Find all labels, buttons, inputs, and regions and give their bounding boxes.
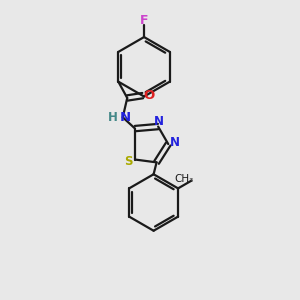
Text: H: H (108, 111, 118, 124)
Text: N: N (120, 111, 131, 124)
Text: N: N (154, 115, 164, 128)
Text: N: N (170, 136, 180, 149)
Text: O: O (144, 89, 155, 102)
Text: CH₃: CH₃ (175, 174, 194, 184)
Text: F: F (140, 14, 148, 27)
Text: S: S (124, 154, 133, 167)
